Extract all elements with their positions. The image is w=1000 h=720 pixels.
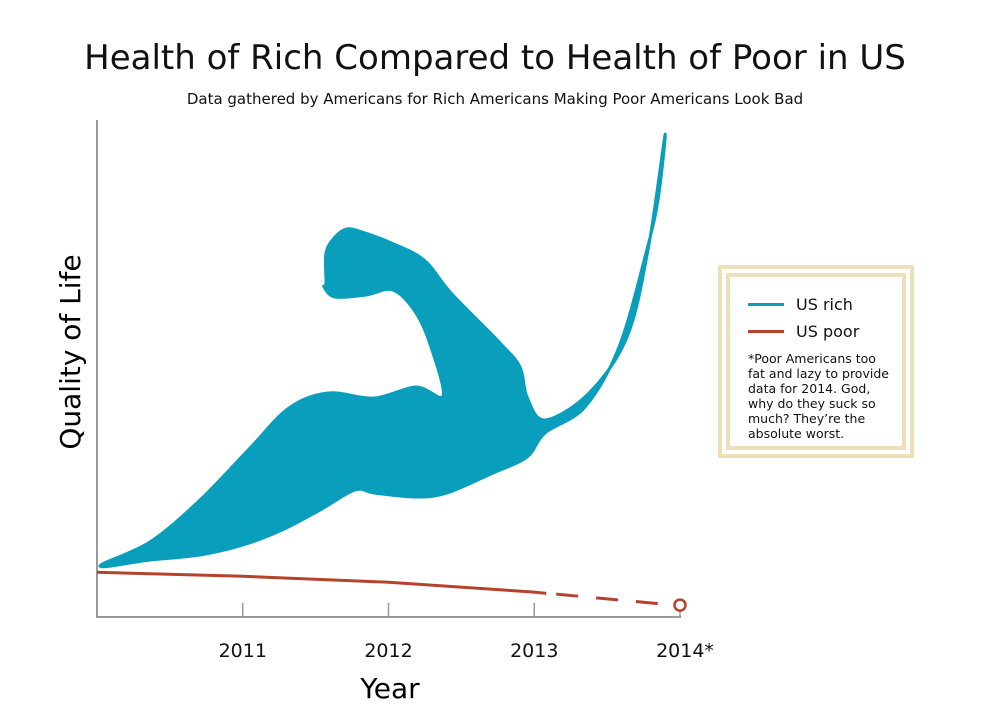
legend-label-poor: US poor — [796, 322, 860, 341]
x-tick-label: 2013 — [510, 640, 558, 662]
x-tick-label: 2014* — [656, 640, 714, 662]
rich-series-arm-shape — [98, 132, 667, 569]
legend-item-rich: US rich — [748, 295, 892, 314]
legend-label-rich: US rich — [796, 295, 853, 314]
legend: US rich US poor *Poor Americans too fat … — [718, 265, 914, 458]
poor-series-dashed-line — [556, 592, 675, 607]
legend-footnote: *Poor Americans too fat and lazy to prov… — [748, 351, 889, 441]
chart-subtitle: Data gathered by Americans for Rich Amer… — [186, 90, 804, 108]
legend-swatch-poor — [748, 330, 784, 333]
legend-swatch-rich — [748, 303, 784, 306]
x-tick-label: 2012 — [364, 640, 412, 662]
chart-title: Health of Rich Compared to Health of Poo… — [84, 38, 906, 78]
y-axis-label: Quality of Life — [54, 254, 87, 449]
x-axis-label: Year — [359, 672, 420, 705]
legend-item-poor: US poor — [748, 322, 892, 341]
poor-series-line — [96, 570, 547, 595]
x-tick-label: 2011 — [219, 640, 267, 662]
poor-series-open-marker — [673, 598, 687, 612]
